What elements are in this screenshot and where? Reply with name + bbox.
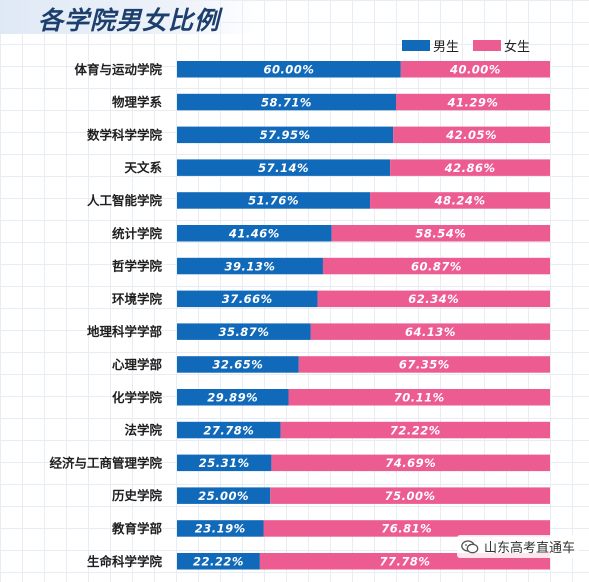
value-label-female: 64.13%	[405, 325, 456, 339]
legend-swatch-male	[402, 40, 430, 51]
wechat-icon	[461, 539, 479, 553]
value-label-male: 58.71%	[261, 95, 312, 109]
chart-title: 各学院男女比例	[38, 6, 221, 35]
legend-swatch-female	[473, 40, 502, 51]
value-label-male: 57.14%	[258, 161, 309, 175]
value-label-male: 25.31%	[199, 456, 250, 470]
bar-female	[288, 389, 550, 406]
category-label: 天文系	[124, 160, 162, 175]
value-label-female: 40.00%	[449, 62, 501, 76]
bar-male	[177, 93, 396, 111]
value-label-female: 41.29%	[447, 95, 499, 109]
legend: 男生 女生	[402, 36, 544, 55]
bar-male	[177, 389, 289, 406]
value-label-male: 39.13%	[225, 259, 276, 273]
bar-male	[177, 159, 391, 176]
bar-female	[317, 290, 550, 308]
bar-male	[177, 192, 371, 209]
value-label-female: 58.54%	[415, 226, 466, 240]
bar-female	[310, 323, 550, 340]
value-label-male: 22.22%	[193, 554, 244, 568]
category-label: 体育与运动学院	[74, 62, 162, 77]
value-label-male: 27.78%	[203, 423, 254, 437]
category-label: 历史学院	[112, 488, 163, 503]
bar-female	[331, 225, 550, 242]
bar-male	[177, 487, 271, 504]
bar-male	[177, 126, 394, 144]
value-label-female: 75.00%	[385, 489, 436, 503]
bar-female	[370, 192, 550, 209]
category-label: 法学院	[124, 423, 162, 438]
category-label: 环境学院	[112, 291, 163, 306]
value-label-female: 70.11%	[394, 390, 445, 404]
category-label: 物理学系	[112, 95, 163, 110]
value-label-female: 76.81%	[381, 522, 432, 536]
bar-female	[271, 454, 550, 472]
legend-item-male: 男生	[402, 36, 459, 55]
value-label-male: 35.87%	[218, 325, 269, 339]
watermark-text: 山东高考直通车	[483, 541, 575, 556]
bar-male	[177, 257, 323, 275]
legend-label-female: 女生	[504, 40, 531, 55]
value-label-female: 77.78%	[379, 554, 430, 568]
bar-male	[177, 225, 332, 242]
bar-male	[177, 290, 318, 308]
bar-female	[263, 520, 550, 537]
category-label: 教育学部	[111, 521, 163, 536]
bar-male	[177, 421, 281, 439]
bar-female	[280, 421, 550, 439]
category-label: 数学科学学院	[86, 127, 163, 142]
value-label-male: 60.00%	[263, 62, 314, 76]
value-label-male: 57.95%	[260, 128, 311, 142]
bar-male	[177, 520, 264, 537]
watermark: 山东高考直通车	[456, 535, 579, 558]
bar-male	[177, 553, 260, 570]
value-label-male: 29.89%	[207, 390, 258, 404]
category-label: 地理科学学部	[87, 324, 163, 339]
bar-female	[270, 487, 550, 504]
value-label-male: 37.66%	[222, 292, 273, 306]
bar-female	[298, 356, 550, 373]
category-label: 生命科学学院	[87, 554, 163, 569]
value-label-male: 41.46%	[228, 226, 280, 240]
value-label-female: 74.69%	[385, 456, 436, 470]
bar-female	[395, 93, 550, 111]
value-label-female: 48.24%	[434, 194, 486, 208]
bar-male	[177, 323, 311, 340]
category-label: 经济与工商管理学院	[49, 455, 162, 470]
value-label-female: 42.05%	[445, 128, 497, 142]
bar-male	[177, 356, 299, 373]
value-label-female: 72.22%	[390, 423, 441, 437]
value-label-male: 25.00%	[198, 489, 249, 503]
value-label-female: 62.34%	[408, 292, 459, 306]
bar-female	[393, 126, 550, 144]
bar-female	[322, 257, 550, 275]
category-label: 人工智能学院	[87, 193, 163, 208]
bar-female	[390, 159, 550, 176]
legend-item-female: 女生	[473, 36, 530, 55]
value-label-female: 60.87%	[411, 259, 462, 273]
value-label-male: 51.76%	[248, 194, 299, 208]
bar-female	[400, 61, 550, 78]
category-label: 化学学院	[112, 390, 163, 405]
value-label-female: 42.86%	[444, 161, 496, 175]
value-label-female: 67.35%	[399, 358, 450, 372]
category-label: 哲学学院	[112, 259, 163, 274]
category-label: 心理学部	[112, 357, 163, 372]
bar-male	[177, 454, 272, 472]
value-label-male: 32.65%	[212, 358, 263, 372]
legend-label-male: 男生	[433, 40, 460, 55]
bar-male	[177, 61, 401, 78]
value-label-male: 23.19%	[195, 522, 246, 536]
title-banner	[0, 0, 260, 34]
category-label: 统计学院	[112, 226, 163, 241]
